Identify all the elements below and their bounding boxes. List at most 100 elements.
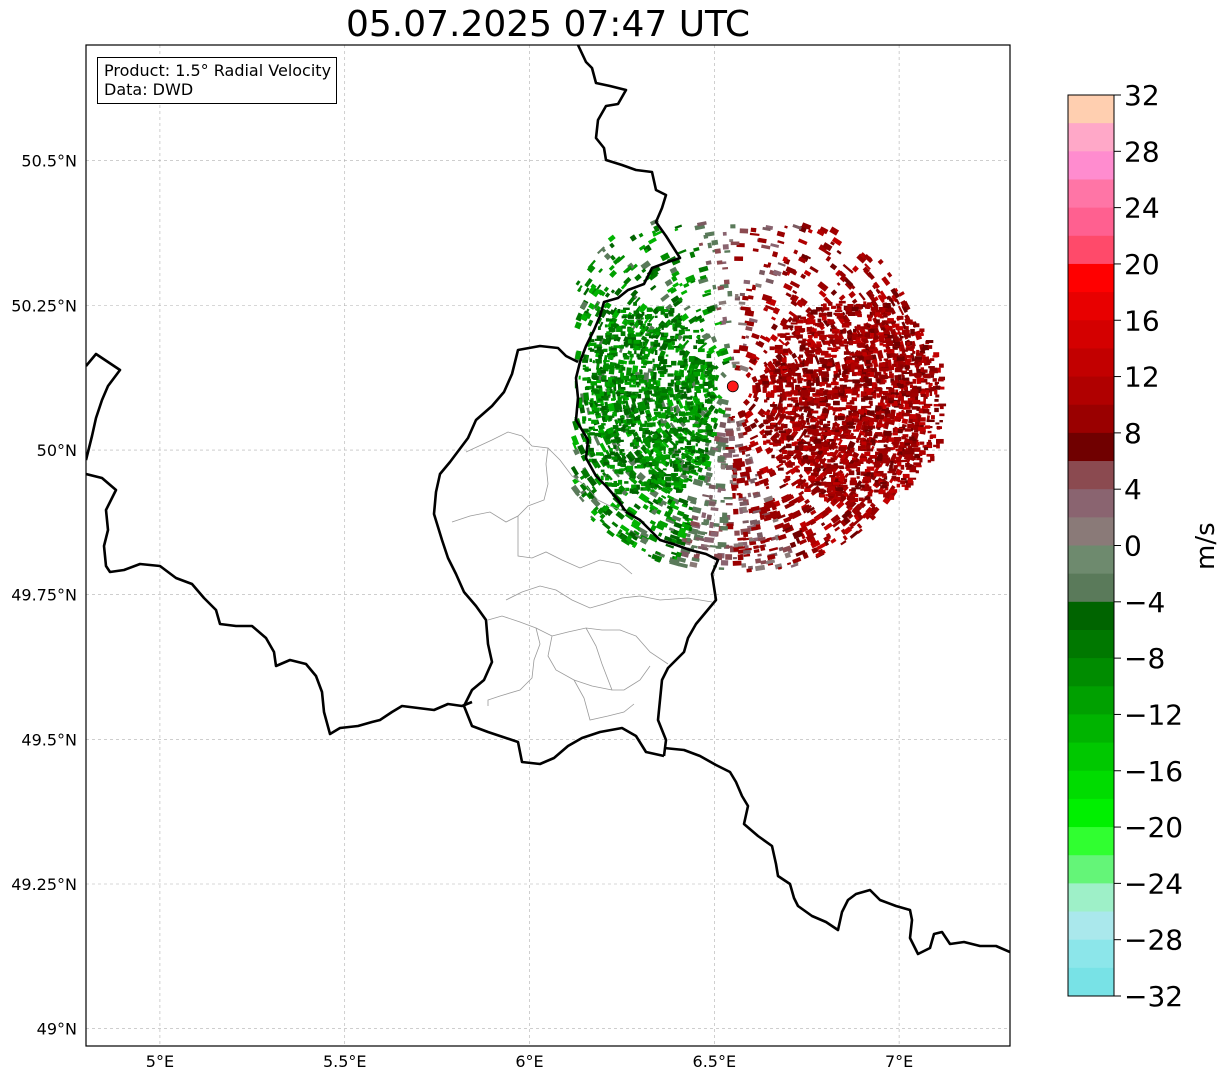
echo-pixel — [783, 348, 788, 353]
echo-pixel — [650, 341, 656, 346]
echo-pixel — [599, 518, 605, 524]
echo-pixel — [590, 516, 596, 523]
echo-pixel — [913, 435, 918, 438]
echo-pixel — [588, 447, 594, 452]
echo-pixel — [698, 342, 708, 350]
echo-pixel — [886, 306, 890, 309]
echo-pixel — [644, 248, 649, 254]
echo-pixel — [770, 375, 776, 380]
echo-pixel — [643, 487, 648, 490]
echo-pixel — [709, 395, 716, 399]
echo-pixel — [916, 441, 920, 446]
echo-pixel — [611, 439, 615, 443]
echo-pixel — [650, 371, 654, 376]
echo-pixel — [815, 443, 823, 449]
echo-pixel — [926, 453, 935, 457]
echo-pixel — [789, 335, 798, 338]
echo-pixel — [658, 520, 669, 528]
echo-pixel — [628, 451, 636, 460]
echo-pixel — [810, 410, 819, 414]
echo-pixel — [755, 283, 762, 288]
echo-pixel — [666, 322, 673, 325]
echo-pixel — [881, 320, 886, 326]
echo-pixel — [929, 371, 935, 375]
echo-pixel — [733, 349, 740, 354]
echo-pixel — [810, 472, 819, 477]
echo-pixel — [744, 480, 749, 486]
echo-pixel — [935, 381, 940, 384]
echo-pixel — [746, 474, 751, 481]
colorbar-segment — [1068, 967, 1114, 997]
echo-pixel — [824, 340, 830, 345]
colorbar-segment — [1068, 629, 1114, 659]
echo-pixel — [674, 323, 682, 328]
echo-pixel — [791, 398, 795, 402]
colorbar-segment — [1068, 320, 1114, 349]
echo-pixel — [660, 494, 667, 500]
echo-pixel — [928, 439, 932, 442]
echo-pixel — [658, 378, 662, 381]
echo-pixel — [866, 331, 870, 335]
echo-pixel — [655, 404, 663, 409]
echo-pixel — [863, 473, 871, 476]
echo-pixel — [834, 526, 841, 532]
echo-pixel — [739, 501, 748, 507]
colorbar-segment — [1068, 489, 1114, 518]
echo-pixel — [660, 395, 668, 399]
echo-pixel — [748, 366, 754, 371]
echo-pixel — [668, 447, 674, 452]
echo-pixel — [847, 311, 856, 317]
echo-pixel — [718, 408, 726, 415]
echo-pixel — [871, 360, 877, 364]
echo-pixel — [888, 437, 895, 442]
echo-pixel — [598, 354, 602, 359]
echo-pixel — [711, 391, 719, 399]
echo-pixel — [841, 395, 848, 398]
echo-pixel — [753, 396, 760, 403]
echo-pixel — [773, 439, 781, 445]
echo-pixel — [882, 473, 887, 477]
echo-pixel — [580, 468, 591, 479]
echo-pixel — [781, 522, 791, 530]
echo-pixel — [633, 416, 641, 421]
echo-pixel — [790, 322, 798, 325]
echo-pixel — [791, 332, 797, 335]
echo-pixel — [870, 455, 878, 458]
echo-pixel — [831, 236, 843, 246]
echo-pixel — [928, 366, 935, 369]
echo-pixel — [915, 465, 922, 468]
echo-pixel — [854, 480, 863, 489]
echo-pixel — [666, 505, 673, 511]
echo-pixel — [607, 402, 615, 412]
echo-pixel — [851, 487, 856, 491]
echo-pixel — [606, 474, 609, 478]
colorbar-segment — [1068, 517, 1114, 546]
echo-pixel — [652, 230, 663, 237]
echo-pixel — [682, 465, 686, 468]
echo-pixel — [598, 337, 604, 346]
echo-pixel — [867, 491, 873, 497]
echo-pixel — [824, 365, 831, 369]
echo-pixel — [814, 375, 821, 387]
echo-pixel — [599, 458, 608, 468]
echo-pixel — [580, 489, 587, 496]
echo-pixel — [877, 427, 881, 430]
echo-pixel — [885, 417, 891, 422]
echo-pixel — [866, 365, 871, 369]
echo-pixel — [741, 421, 748, 428]
echo-pixel — [756, 532, 764, 539]
echo-pixel — [838, 490, 846, 494]
echo-pixel — [878, 489, 886, 495]
echo-pixel — [682, 416, 688, 422]
echo-pixel — [600, 367, 608, 370]
echo-pixel — [695, 462, 702, 466]
echo-pixel — [862, 393, 867, 397]
echo-pixel — [657, 532, 663, 537]
echo-pixel — [799, 441, 808, 445]
colorbar-segment — [1068, 855, 1114, 884]
echo-pixel — [620, 331, 626, 337]
echo-pixel — [757, 237, 767, 244]
echo-pixel — [658, 387, 662, 392]
echo-pixel — [692, 423, 700, 428]
echo-pixel — [827, 486, 836, 491]
